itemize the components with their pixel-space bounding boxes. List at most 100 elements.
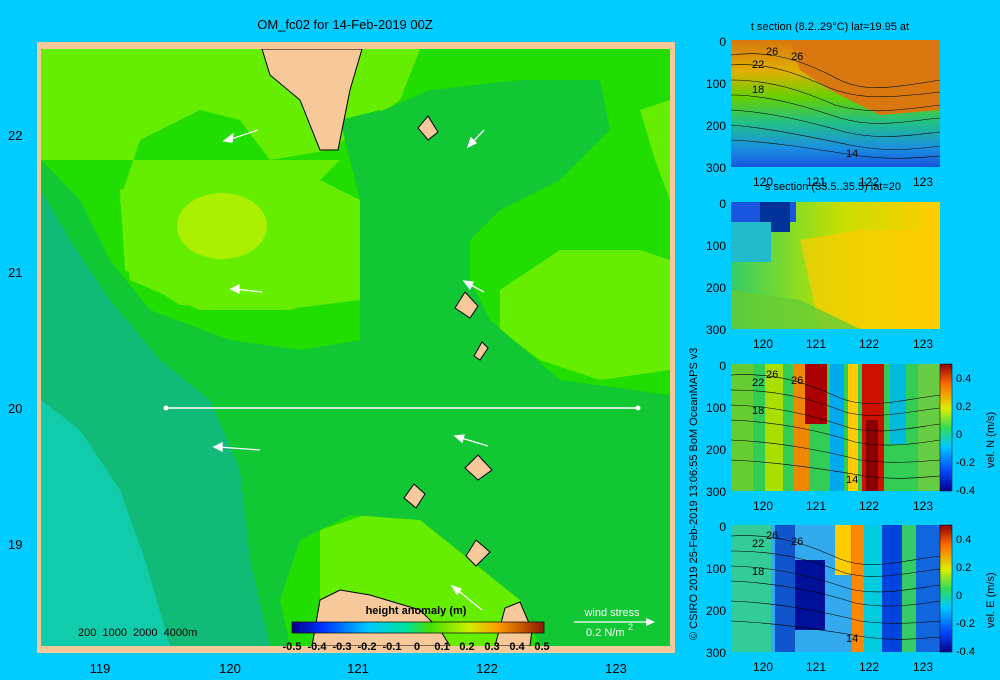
colorbar-label: vel. E (m/s) (985, 572, 997, 628)
y-tick: 100 (706, 562, 726, 576)
panel-y-ticks: 0 100 200 300 (706, 520, 726, 660)
contour-label: 26 (766, 530, 778, 542)
t-contour-labels: 26 22 26 18 14 (752, 46, 858, 160)
x-tick: 120 (753, 337, 773, 351)
colorbar-label: vel. N (m/s) (985, 412, 997, 468)
contour-label: 26 (766, 369, 778, 381)
region-mid2 (340, 110, 390, 200)
x-tick: 120 (753, 660, 773, 674)
x-tick: 123 (913, 660, 933, 674)
y-tick: 100 (706, 77, 726, 91)
panel-title: s section (33.5..35.5) lat=20 (765, 181, 901, 193)
cbar-tick: -0.5 (283, 641, 302, 653)
land-island-3 (473, 341, 489, 361)
x-tick: 122 (859, 175, 879, 189)
x-tick: 121 (806, 499, 826, 513)
contour-label: 14 (846, 474, 858, 486)
map-title: OM_fc02 for 14-Feb-2019 00Z (257, 17, 433, 32)
cbar-tick: -0.2 (358, 641, 377, 653)
cbar-tick: -0.1 (383, 641, 402, 653)
wind-scale-label: wind stress (583, 607, 640, 619)
y-tick: 200 (706, 443, 726, 457)
contour-label: 26 (791, 375, 803, 387)
region-lowest-w (41, 400, 170, 646)
cbar-tick: 0.4 (956, 534, 971, 546)
x-tick: 122 (859, 660, 879, 674)
panel-salinity: s section (33.5..35.5) lat=20 0 100 200 … (706, 181, 940, 351)
x-tick: 121 (806, 175, 826, 189)
x-tick: 123 (913, 337, 933, 351)
x-tick: 121 (806, 337, 826, 351)
wind-scale: wind stress 0.2 N/m 2 (574, 607, 655, 639)
y-tick: 200 (706, 281, 726, 295)
cbar-tick: -0.3 (333, 641, 352, 653)
cbar-tick: -0.4 (308, 641, 328, 653)
y-tick: 300 (706, 161, 726, 175)
cbar-tick: 0 (956, 590, 962, 602)
cbar-tick: -0.2 (956, 618, 975, 630)
y-tick: 300 (706, 646, 726, 660)
region-high-e (500, 250, 670, 380)
region-peak (177, 193, 267, 259)
vn-contour-labels: 22 26 26 18 14 (752, 369, 858, 486)
y-tick: 200 (706, 119, 726, 133)
y-tick: 200 (706, 604, 726, 618)
panel-title: t section (8.2..29°C) lat=19.95 at (751, 21, 909, 33)
wind-scale-value: 0.2 N/m (586, 627, 625, 639)
contour-label: 18 (752, 566, 764, 578)
cbar-tick: 0.2 (956, 401, 971, 413)
x-tick: 120 (753, 175, 773, 189)
contour-label: 26 (791, 51, 803, 63)
cbar-tick: 0.4 (956, 373, 971, 385)
y-tick: 0 (719, 35, 726, 49)
wind-scale-exp: 2 (628, 622, 633, 632)
y-tick: 0 (719, 197, 726, 211)
panel-x-ticks: 120 121 122 123 (753, 175, 933, 189)
contour-label: 26 (791, 536, 803, 548)
map-x-tick: 119 (90, 661, 111, 676)
vn-colorbar-ticks: 0.4 0.2 0 -0.2 -0.4 (956, 373, 975, 497)
x-tick: 120 (753, 499, 773, 513)
land-island-5 (403, 483, 426, 509)
contour-label: 14 (846, 148, 858, 160)
y-tick: 300 (706, 323, 726, 337)
map-y-axis: 22 21 20 19 (8, 128, 22, 552)
y-tick: 100 (706, 401, 726, 415)
section-line (163, 405, 641, 411)
contour-label: 22 (752, 59, 764, 71)
panel-x-ticks: 120 121 122 123 (753, 499, 933, 513)
contour-label: 18 (752, 405, 764, 417)
panel-y-ticks: 0 100 200 300 (706, 359, 726, 499)
cbar-tick: 0.4 (509, 641, 525, 653)
wind-arrows (212, 129, 489, 611)
y-tick: 0 (719, 359, 726, 373)
ve-contours (730, 535, 941, 640)
ve-contour-labels: 22 26 26 18 14 (752, 530, 858, 645)
y-tick: 300 (706, 485, 726, 499)
map-x-tick: 122 (476, 661, 498, 676)
cbar-tick: 0.1 (434, 641, 449, 653)
panel-vel-north: 22 26 26 18 14 0.4 0.2 0 -0.2 -0.4 vel. … (706, 359, 997, 513)
x-tick: 122 (859, 499, 879, 513)
cbar-tick: 0.3 (484, 641, 499, 653)
contour-label: 26 (766, 46, 778, 58)
land-island-4 (464, 454, 493, 481)
cbar-tick: 0 (414, 641, 420, 653)
x-tick: 123 (913, 175, 933, 189)
ve-colorbar-ticks: 0.4 0.2 0 -0.2 -0.4 (956, 534, 975, 658)
map-y-tick: 21 (8, 265, 22, 280)
panel-vel-east: 22 26 26 18 14 0.4 0.2 0 -0.2 -0.4 vel. … (706, 520, 997, 674)
depth-labels: 200 1000 2000 4000m (78, 627, 197, 639)
y-tick: 100 (706, 239, 726, 253)
contour-label: 22 (752, 538, 764, 550)
y-tick: 0 (719, 520, 726, 534)
land-island-2 (454, 291, 479, 319)
contour-label: 18 (752, 84, 764, 96)
panel-temperature: t section (8.2..29°C) lat=19.95 at 26 22… (706, 21, 941, 189)
map-y-tick: 19 (8, 537, 22, 552)
x-tick: 123 (913, 499, 933, 513)
vn-contours (730, 374, 941, 479)
cbar-tick: -0.4 (956, 485, 975, 497)
region-high-ne (640, 100, 670, 200)
